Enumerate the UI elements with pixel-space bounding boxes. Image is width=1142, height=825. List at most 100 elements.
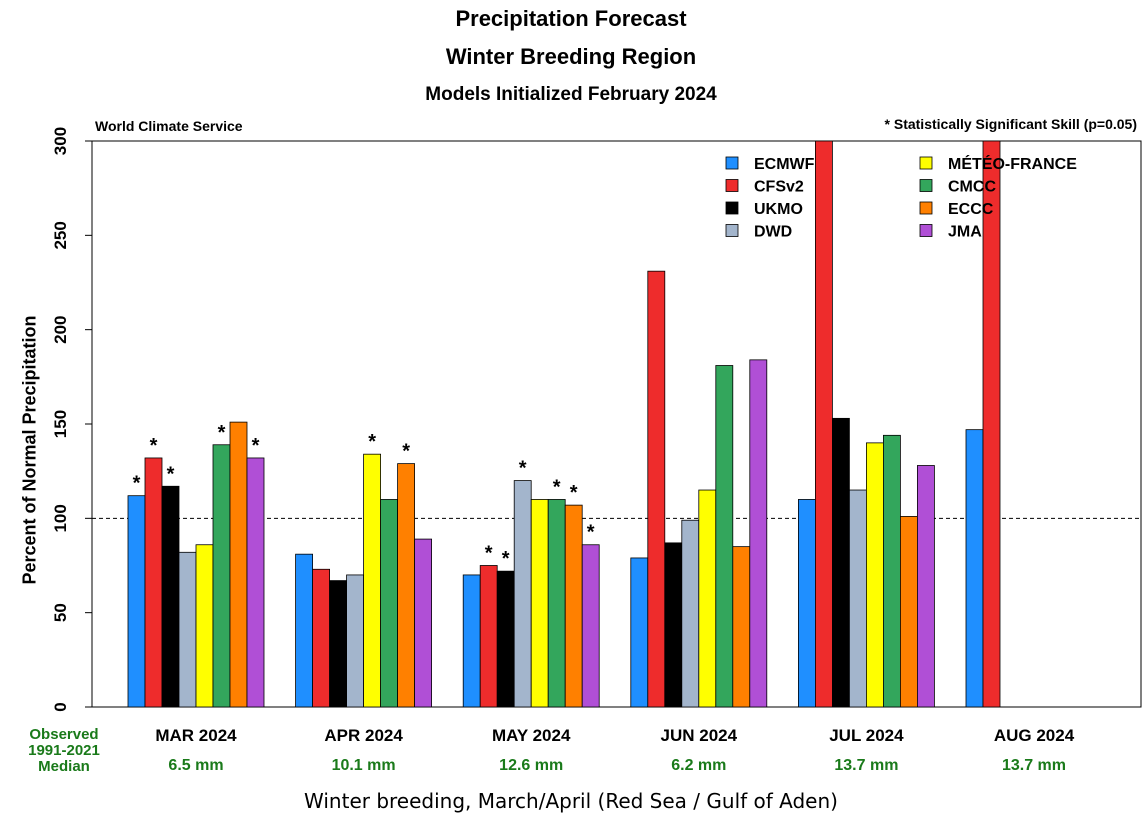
bar-jma-5: [917, 465, 935, 708]
y-tick-label: 300: [51, 127, 70, 155]
legend-label: CFSv2: [754, 179, 804, 196]
y-tick-label: 200: [51, 315, 70, 343]
bar-cfsv2-5: [815, 140, 833, 708]
bar-dwd-3: [513, 480, 532, 708]
bar-m-t-o-france-4: [698, 489, 717, 708]
observed-label-line1: Observed: [29, 726, 99, 743]
bar-dwd-1: [178, 551, 197, 708]
bar-ecmwf-3: [462, 574, 481, 708]
legend-label: JMA: [948, 224, 982, 241]
bar-m-t-o-france-5: [866, 442, 884, 708]
bar-cmcc-3: [547, 499, 566, 708]
x-tick-label: AUG 2024: [994, 726, 1075, 745]
bar-ukmo-2: [329, 580, 348, 708]
legend-swatch: [919, 179, 933, 192]
legend: ECMWF CFSv2 UKMO DWD MÉTÉO-FRANCE CMCC ECCC JMA: [725, 154, 1077, 241]
axes-layer: 0 50 100 150 200 250 300: [51, 127, 1142, 712]
y-tick-label: 0: [51, 702, 70, 711]
legend-swatch: [725, 224, 739, 237]
bar-eccc-3: [564, 504, 583, 708]
legend-swatch: [725, 156, 739, 170]
bar-m-t-o-france-1: [195, 544, 214, 708]
legend-label: CMCC: [948, 179, 996, 196]
legend-swatch: [725, 201, 739, 215]
bar-cmcc-1: [212, 444, 231, 708]
observed-median-value: 12.6 mm: [499, 757, 563, 774]
legend-label: MÉTÉO-FRANCE: [948, 154, 1077, 173]
x-tick-label: JUL 2024: [829, 726, 904, 745]
significance-star: *: [570, 482, 578, 504]
significance-star: *: [485, 543, 493, 565]
legend-label: ECCC: [948, 201, 994, 218]
x-tick-label: APR 2024: [324, 726, 403, 745]
bar-ecmwf-5: [798, 499, 816, 708]
skill-note: * Statistically Significant Skill (p=0.0…: [884, 116, 1137, 132]
bar-jma-2: [414, 538, 433, 708]
significance-star: *: [218, 422, 226, 444]
bar-dwd-2: [346, 574, 365, 708]
bar-cfsv2-2: [312, 568, 331, 708]
bar-jma-4: [749, 359, 768, 708]
bar-eccc-4: [732, 546, 751, 708]
legend-swatch: [919, 224, 933, 237]
x-tick-label: MAY 2024: [492, 726, 571, 745]
bar-cmcc-4: [715, 365, 734, 708]
observed-median-value: 10.1 mm: [332, 757, 396, 774]
legend-swatch: [919, 201, 933, 215]
bar-ecmwf-4: [630, 557, 649, 708]
observed-label-line3: Median: [38, 758, 90, 775]
observed-median-value: 13.7 mm: [834, 757, 898, 774]
bar-eccc-5: [900, 516, 918, 708]
bars-layer: * * * * * * * * * * * * *: [127, 140, 1001, 708]
chart-title: Precipitation Forecast: [455, 6, 687, 31]
significance-star: *: [252, 435, 260, 457]
y-tick-label: 100: [51, 504, 70, 532]
chart-subtitle-models: Models Initialized February 2024: [425, 84, 717, 105]
labels-layer: MAR 2024 6.5 mm APR 2024 10.1 mm MAY 2024 12.…: [155, 726, 1074, 774]
bar-eccc-1: [229, 421, 248, 708]
bar-ukmo-3: [496, 570, 515, 708]
bar-ukmo-1: [161, 485, 180, 708]
legend-swatch: [725, 179, 739, 192]
observed-median-value: 6.5 mm: [168, 757, 223, 774]
legend-label: DWD: [754, 224, 792, 241]
y-tick-label: 150: [51, 410, 70, 438]
chart-subtitle: Winter Breeding Region: [445, 44, 697, 69]
bar-ecmwf-6: [965, 429, 984, 708]
significance-star: *: [368, 431, 376, 453]
legend-label: ECMWF: [754, 156, 815, 173]
x-tick-label: JUN 2024: [661, 726, 738, 745]
bar-ecmwf-2: [295, 553, 314, 708]
bar-jma-3: [581, 544, 600, 708]
credit-text: World Climate Service: [95, 118, 243, 134]
legend-label: UKMO: [754, 201, 803, 218]
significance-star: *: [167, 463, 175, 485]
bar-ukmo-5: [832, 417, 850, 708]
bar-m-t-o-france-3: [530, 499, 549, 708]
figure-caption: Winter breeding, March/April (Red Sea / …: [304, 789, 838, 813]
bar-cmcc-2: [380, 499, 399, 708]
observed-median-value: 13.7 mm: [1002, 757, 1066, 774]
bar-cfsv2-6: [982, 140, 1001, 708]
bar-m-t-o-france-2: [363, 453, 382, 708]
significance-star: *: [502, 548, 510, 570]
y-tick-label: 50: [51, 603, 70, 622]
bar-ukmo-4: [664, 542, 683, 708]
significance-star: *: [150, 435, 158, 457]
significance-star: *: [553, 476, 561, 498]
bar-ecmwf-1: [127, 495, 146, 708]
bar-cfsv2-4: [647, 270, 666, 708]
bar-eccc-2: [397, 463, 416, 708]
bar-cmcc-5: [883, 434, 901, 708]
bar-cfsv2-3: [479, 565, 498, 708]
bar-cfsv2-1: [144, 457, 163, 708]
x-tick-label: MAR 2024: [155, 726, 237, 745]
significance-star: *: [587, 522, 595, 544]
observed-label-line2: 1991-2021: [28, 742, 100, 759]
bar-dwd-4: [681, 519, 700, 708]
significance-star: *: [402, 441, 410, 463]
bar-dwd-5: [849, 489, 867, 708]
observed-median-value: 6.2 mm: [671, 757, 726, 774]
significance-star: *: [519, 458, 527, 480]
